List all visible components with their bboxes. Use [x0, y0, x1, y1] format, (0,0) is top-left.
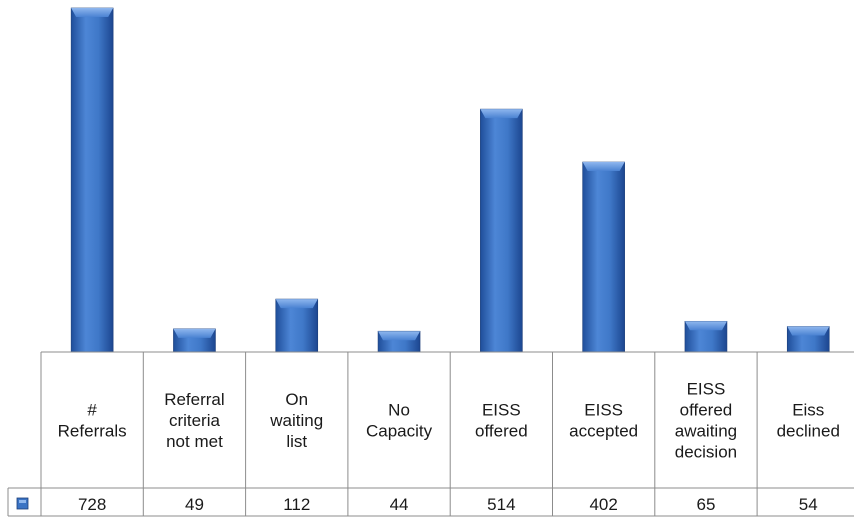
value-label: 402 — [589, 495, 617, 514]
legend-key — [16, 497, 29, 510]
category-label: # Referrals — [58, 401, 127, 441]
bar-cap — [480, 109, 523, 119]
category-label: EISS accepted — [569, 401, 638, 441]
value-label: 65 — [696, 495, 715, 514]
bar-cap — [582, 162, 625, 172]
category-label: EISS offered — [475, 401, 528, 441]
category-label: No Capacity — [366, 401, 433, 441]
bars-group — [70, 7, 830, 353]
value-label: 514 — [487, 495, 515, 514]
bar-cap — [71, 8, 114, 17]
bar-cap — [787, 326, 830, 336]
value-label: 112 — [283, 495, 310, 514]
bar-cap — [378, 331, 421, 341]
value-label: 44 — [390, 495, 409, 514]
category-label: EISS offered awaiting decision — [675, 380, 737, 462]
bar — [582, 161, 625, 353]
value-label: 54 — [799, 495, 818, 514]
bar — [70, 7, 114, 353]
legend — [16, 497, 29, 510]
bar — [480, 108, 523, 353]
bar-cap — [684, 321, 727, 331]
category-label: On waiting list — [269, 390, 323, 451]
bar-cap — [173, 328, 216, 338]
category-label: Eiss declined — [777, 401, 840, 441]
category-label: Referral criteria not met — [164, 390, 224, 451]
value-label: 728 — [78, 495, 106, 514]
value-label: 49 — [185, 495, 204, 514]
bar-cap — [275, 299, 318, 309]
data-table: # Referrals 728 Referral criteria not met 49 On… — [7, 351, 854, 517]
legend-key-highlight — [19, 500, 26, 503]
